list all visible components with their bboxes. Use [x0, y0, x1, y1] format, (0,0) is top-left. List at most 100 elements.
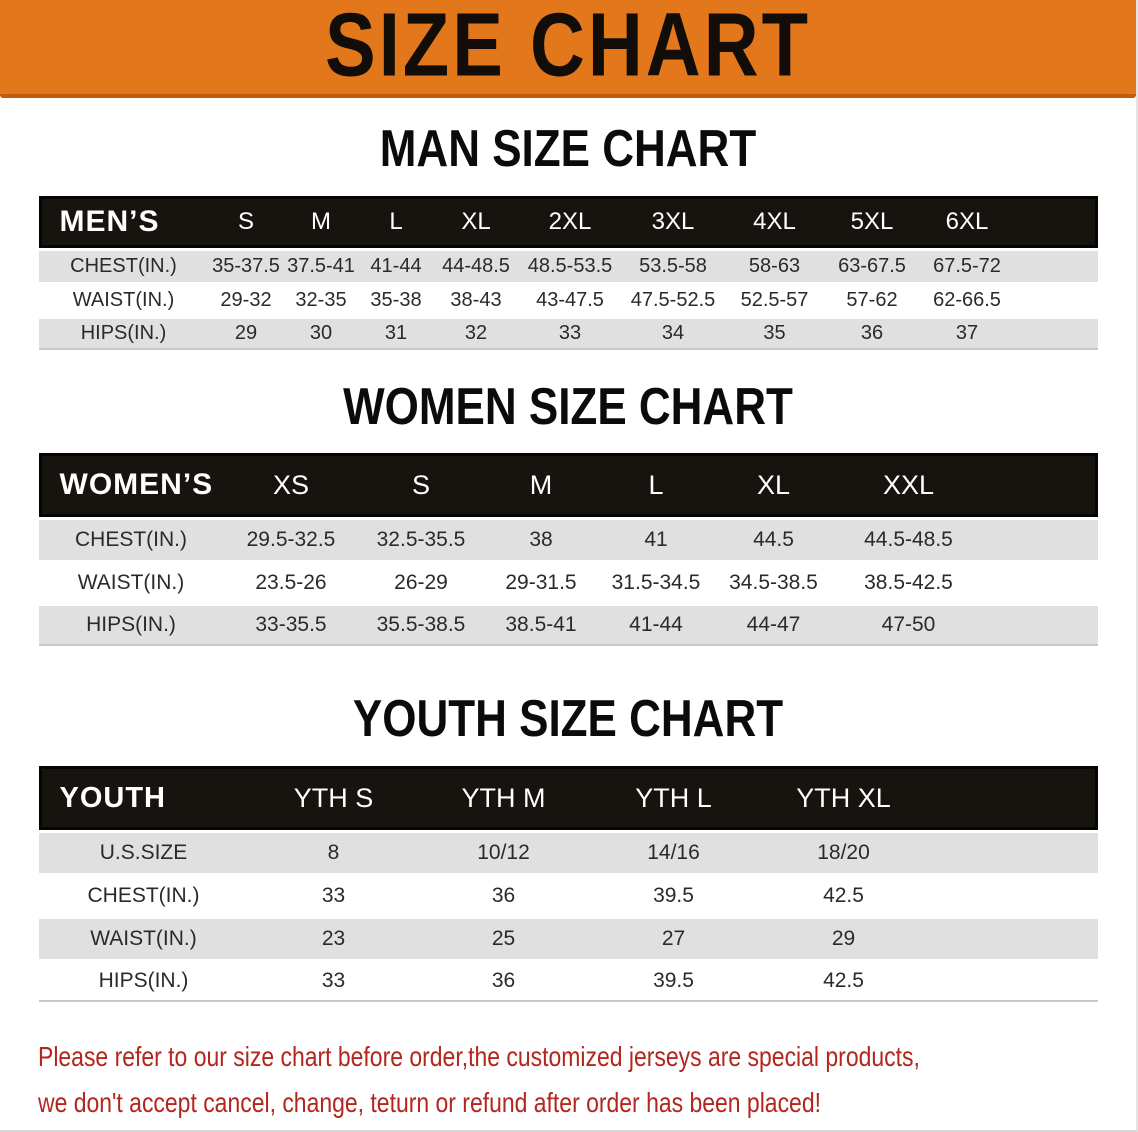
- size-value-cell: 26-29: [358, 560, 484, 603]
- row-label: WAIST(IN.): [38, 282, 209, 316]
- size-value-cell: 67.5-72: [919, 248, 1015, 282]
- size-value-cell: 23.5-26: [223, 560, 359, 603]
- size-column-header: L: [358, 196, 434, 248]
- row-spacer-cell: [983, 603, 1098, 646]
- disclaimer: Please refer to our size chart before or…: [0, 1034, 1136, 1126]
- row-label: U.S.SIZE: [38, 830, 249, 873]
- size-column-header: YTH S: [248, 766, 419, 830]
- table-header-row: MEN’S S M L XL 2XL 3XL 4XL 5XL 6XL: [38, 196, 1098, 248]
- size-column-header: 2XL: [518, 196, 622, 248]
- section-women: WOMEN SIZE CHART WOMEN’S XS S M L XL XXL CHEST(…: [0, 379, 1136, 646]
- size-value-cell: 38.5-41: [483, 603, 599, 646]
- row-spacer-cell: [1014, 282, 1098, 316]
- page-title: SIZE CHART: [325, 0, 811, 96]
- size-value-cell: 44.5-48.5: [833, 517, 984, 560]
- size-value-cell: 33: [248, 873, 419, 916]
- size-value-cell: 43-47.5: [518, 282, 622, 316]
- youth-size-table: YOUTH YTH S YTH M YTH L YTH XL U.S.SIZE 8 10/12…: [38, 766, 1098, 1002]
- size-value-cell: 52.5-57: [724, 282, 825, 316]
- women-section-heading-text: WOMEN SIZE CHART: [343, 378, 793, 436]
- size-value-cell: 31: [358, 316, 434, 350]
- size-value-cell: 35-37.5: [208, 248, 284, 282]
- size-value-cell: 34: [621, 316, 725, 350]
- measurement-row: WAIST(IN.) 23.5-26 26-29 29-31.5 31.5-34.5 34…: [38, 560, 1098, 603]
- section-men: MAN SIZE CHART MEN’S S M L XL 2XL 3XL 4XL 5XL 6XL…: [0, 121, 1136, 350]
- size-column-header: YTH M: [418, 766, 589, 830]
- women-size-table: WOMEN’S XS S M L XL XXL CHEST(IN.) 29.5-32.5 32.5…: [38, 453, 1098, 646]
- size-value-cell: 62-66.5: [919, 282, 1015, 316]
- header-spacer-cell: [928, 766, 1098, 830]
- youth-section-heading: YOUTH SIZE CHART: [0, 691, 1136, 748]
- size-value-cell: 58-63: [724, 248, 825, 282]
- measurement-row: CHEST(IN.) 33 36 39.5 42.5: [38, 873, 1098, 916]
- size-value-cell: 63-67.5: [824, 248, 920, 282]
- row-label: HIPS(IN.): [38, 959, 249, 1002]
- size-value-cell: 27: [588, 916, 759, 959]
- size-value-cell: 29-32: [208, 282, 284, 316]
- measurement-row: HIPS(IN.) 33 36 39.5 42.5: [38, 959, 1098, 1002]
- size-column-header: 5XL: [824, 196, 920, 248]
- row-label: CHEST(IN.): [38, 248, 209, 282]
- disclaimer-line-2: we don't accept cancel, change, teturn o…: [38, 1087, 821, 1118]
- row-label: CHEST(IN.): [38, 873, 249, 916]
- measurement-row: CHEST(IN.) 35-37.5 37.5-41 41-44 44-48.5 48.5…: [38, 248, 1098, 282]
- size-value-cell: 48.5-53.5: [518, 248, 622, 282]
- size-value-cell: 47-50: [833, 603, 984, 646]
- size-value-cell: 32: [433, 316, 519, 350]
- group-label: WOMEN’S: [38, 453, 224, 517]
- size-column-header: XXL: [833, 453, 984, 517]
- size-value-cell: 33: [248, 959, 419, 1002]
- men-section-heading: MAN SIZE CHART: [0, 121, 1136, 178]
- size-value-cell: 39.5: [588, 959, 759, 1002]
- size-column-header: XS: [223, 453, 359, 517]
- row-spacer-cell: [983, 560, 1098, 603]
- size-value-cell: 44-47: [713, 603, 834, 646]
- row-spacer-cell: [928, 830, 1098, 873]
- header-spacer-cell: [1014, 196, 1098, 248]
- measurement-row: WAIST(IN.) 29-32 32-35 35-38 38-43 43-47.5 47.…: [38, 282, 1098, 316]
- size-value-cell: 41-44: [358, 248, 434, 282]
- size-column-header: XL: [433, 196, 519, 248]
- size-value-cell: 35: [724, 316, 825, 350]
- row-spacer-cell: [1014, 248, 1098, 282]
- men-size-table: MEN’S S M L XL 2XL 3XL 4XL 5XL 6XL CHEST(IN.) 35-37…: [38, 196, 1098, 350]
- size-value-cell: 36: [418, 959, 589, 1002]
- group-label: YOUTH: [38, 766, 249, 830]
- measurement-row: HIPS(IN.) 29 30 31 32 33 34 35 36 37: [38, 316, 1098, 350]
- size-value-cell: 36: [824, 316, 920, 350]
- size-value-cell: 57-62: [824, 282, 920, 316]
- disclaimer-line-1: Please refer to our size chart before or…: [38, 1041, 920, 1072]
- size-value-cell: 37: [919, 316, 1015, 350]
- women-section-heading: WOMEN SIZE CHART: [0, 379, 1136, 436]
- size-column-header: YTH L: [588, 766, 759, 830]
- size-value-cell: 42.5: [758, 873, 929, 916]
- size-column-header: M: [283, 196, 359, 248]
- size-value-cell: 33: [518, 316, 622, 350]
- row-label: WAIST(IN.): [38, 560, 224, 603]
- header-spacer-cell: [983, 453, 1098, 517]
- size-value-cell: 53.5-58: [621, 248, 725, 282]
- size-value-cell: 29.5-32.5: [223, 517, 359, 560]
- size-column-header: S: [358, 453, 484, 517]
- size-column-header: XL: [713, 453, 834, 517]
- group-label: MEN’S: [38, 196, 209, 248]
- size-column-header: YTH XL: [758, 766, 929, 830]
- size-column-header: 4XL: [724, 196, 825, 248]
- row-spacer-cell: [983, 517, 1098, 560]
- size-column-header: M: [483, 453, 599, 517]
- youth-section-heading-text: YOUTH SIZE CHART: [352, 690, 784, 748]
- size-value-cell: 37.5-41: [283, 248, 359, 282]
- row-label: CHEST(IN.): [38, 517, 224, 560]
- size-value-cell: 30: [283, 316, 359, 350]
- table-header-row: YOUTH YTH S YTH M YTH L YTH XL: [38, 766, 1098, 830]
- measurement-row: WAIST(IN.) 23 25 27 29: [38, 916, 1098, 959]
- size-value-cell: 32-35: [283, 282, 359, 316]
- size-column-header: L: [598, 453, 714, 517]
- size-chart-sections: MAN SIZE CHART MEN’S S M L XL 2XL 3XL 4XL 5XL 6XL…: [0, 121, 1136, 1002]
- size-value-cell: 23: [248, 916, 419, 959]
- row-label: HIPS(IN.): [38, 603, 224, 646]
- size-value-cell: 29: [208, 316, 284, 350]
- size-value-cell: 38.5-42.5: [833, 560, 984, 603]
- banner: SIZE CHART: [0, 0, 1136, 98]
- size-value-cell: 25: [418, 916, 589, 959]
